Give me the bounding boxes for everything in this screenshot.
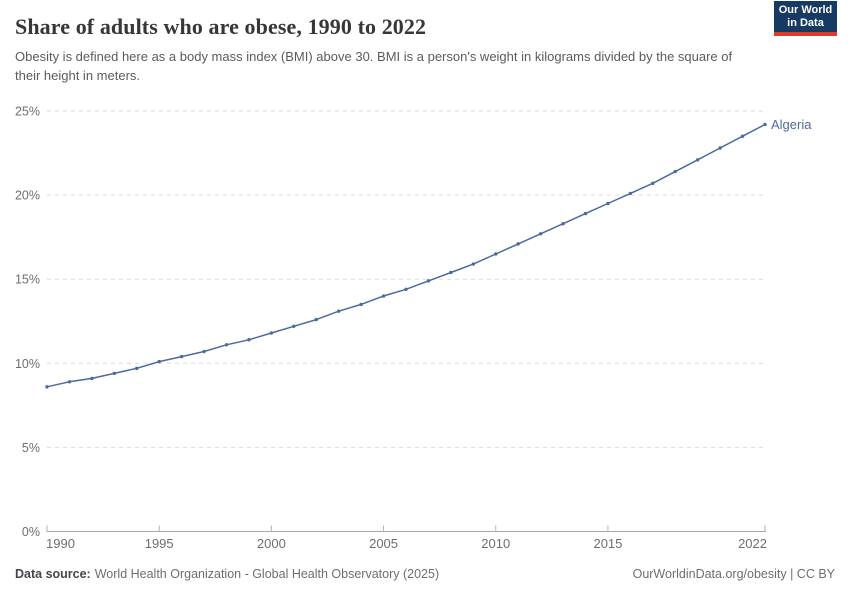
data-point: [336, 309, 341, 313]
data-point: [561, 221, 565, 226]
data-point: [202, 349, 206, 354]
y-axis-tick-label: 0%: [22, 525, 40, 539]
data-line-algeria: [46, 123, 766, 388]
y-axis-tick-label: 25%: [15, 105, 40, 119]
data-point: [359, 302, 363, 307]
x-axis-tick-label: 2005: [369, 536, 398, 551]
data-point: [740, 134, 745, 138]
data-point: [45, 385, 49, 389]
data-point: [314, 317, 318, 322]
data-point: [135, 366, 139, 371]
data-point: [224, 343, 229, 347]
data-source-label: Data source:: [15, 567, 91, 581]
chart-footer: Data source: World Health Organization - …: [15, 567, 835, 581]
x-axis-tick-label: 2015: [593, 536, 622, 551]
x-axis-tick-label: 2010: [481, 536, 510, 551]
data-point: [471, 262, 476, 266]
data-point: [112, 371, 117, 376]
data-point: [718, 146, 722, 150]
data-point: [538, 232, 543, 236]
data-point: [426, 279, 431, 283]
data-point: [269, 331, 274, 335]
data-point: [651, 181, 655, 186]
data-point: [381, 294, 386, 298]
y-axis-tick-label: 5%: [22, 441, 40, 455]
x-axis-tick-label: 1995: [145, 536, 174, 551]
data-point: [516, 242, 520, 246]
data-point: [247, 338, 251, 342]
data-source-value: World Health Organization - Global Healt…: [94, 567, 440, 581]
x-axis-tick-label: 1990: [46, 536, 75, 551]
y-axis-tick-label: 15%: [15, 273, 40, 287]
y-axis-tick-label: 10%: [15, 357, 40, 371]
y-axis-tick-label: 20%: [15, 189, 40, 203]
data-point: [292, 324, 296, 328]
owid-logo-line2: in Data: [787, 16, 824, 29]
data-point: [90, 376, 94, 381]
x-axis-tick-label: 2000: [257, 536, 286, 551]
data-source: Data source: World Health Organization - …: [15, 567, 439, 581]
data-point: [494, 252, 498, 256]
owid-logo[interactable]: Our World in Data: [774, 1, 837, 36]
data-point: [67, 380, 72, 384]
x-axis-tick-label: 2022: [738, 536, 767, 551]
chart-subtitle: Obesity is defined here as a body mass i…: [15, 49, 733, 83]
data-point: [628, 191, 633, 196]
page-title: Share of adults who are obese, 1990 to 2…: [15, 14, 427, 39]
data-point: [179, 354, 184, 359]
chart-header: Share of adults who are obese, 1990 to 2…: [15, 14, 835, 85]
owid-logo-line1: Our World: [778, 3, 833, 16]
data-point: [404, 287, 408, 291]
data-point: [583, 211, 588, 216]
credit-link[interactable]: OurWorldinData.org/obesity | CC BY: [632, 567, 835, 581]
data-point: [763, 122, 767, 127]
data-point: [673, 169, 677, 174]
data-point: [449, 270, 453, 275]
data-point: [157, 359, 161, 364]
data-point: [606, 201, 610, 206]
entity-label[interactable]: Algeria: [771, 117, 812, 132]
data-point: [695, 158, 700, 162]
